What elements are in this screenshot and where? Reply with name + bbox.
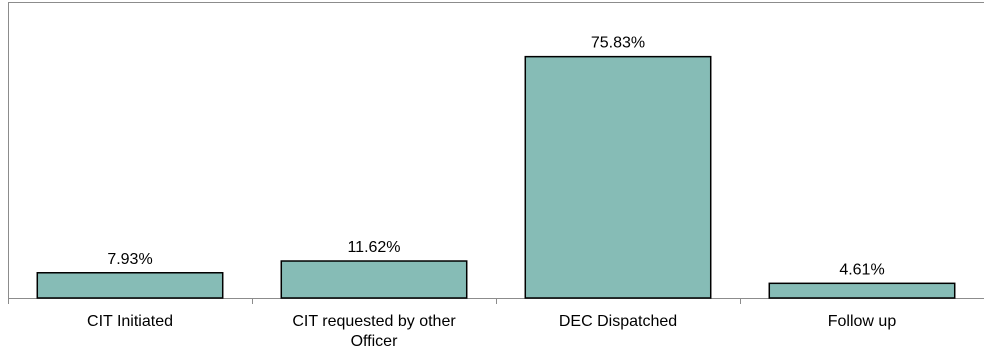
plot-frame bbox=[8, 2, 984, 299]
category-label: DEC Dispatched bbox=[559, 313, 677, 330]
bar bbox=[524, 55, 712, 299]
category-label: CIT requested by other Officer bbox=[292, 313, 456, 350]
bar bbox=[280, 260, 468, 299]
data-label: 4.61% bbox=[839, 261, 884, 278]
data-label: 11.62% bbox=[347, 239, 400, 256]
category-label: Follow up bbox=[828, 313, 897, 330]
category-label: CIT Initiated bbox=[87, 313, 173, 330]
bar bbox=[36, 272, 224, 299]
bar bbox=[768, 282, 956, 299]
data-label: 7.93% bbox=[107, 251, 152, 268]
data-label: 75.83% bbox=[591, 35, 645, 52]
